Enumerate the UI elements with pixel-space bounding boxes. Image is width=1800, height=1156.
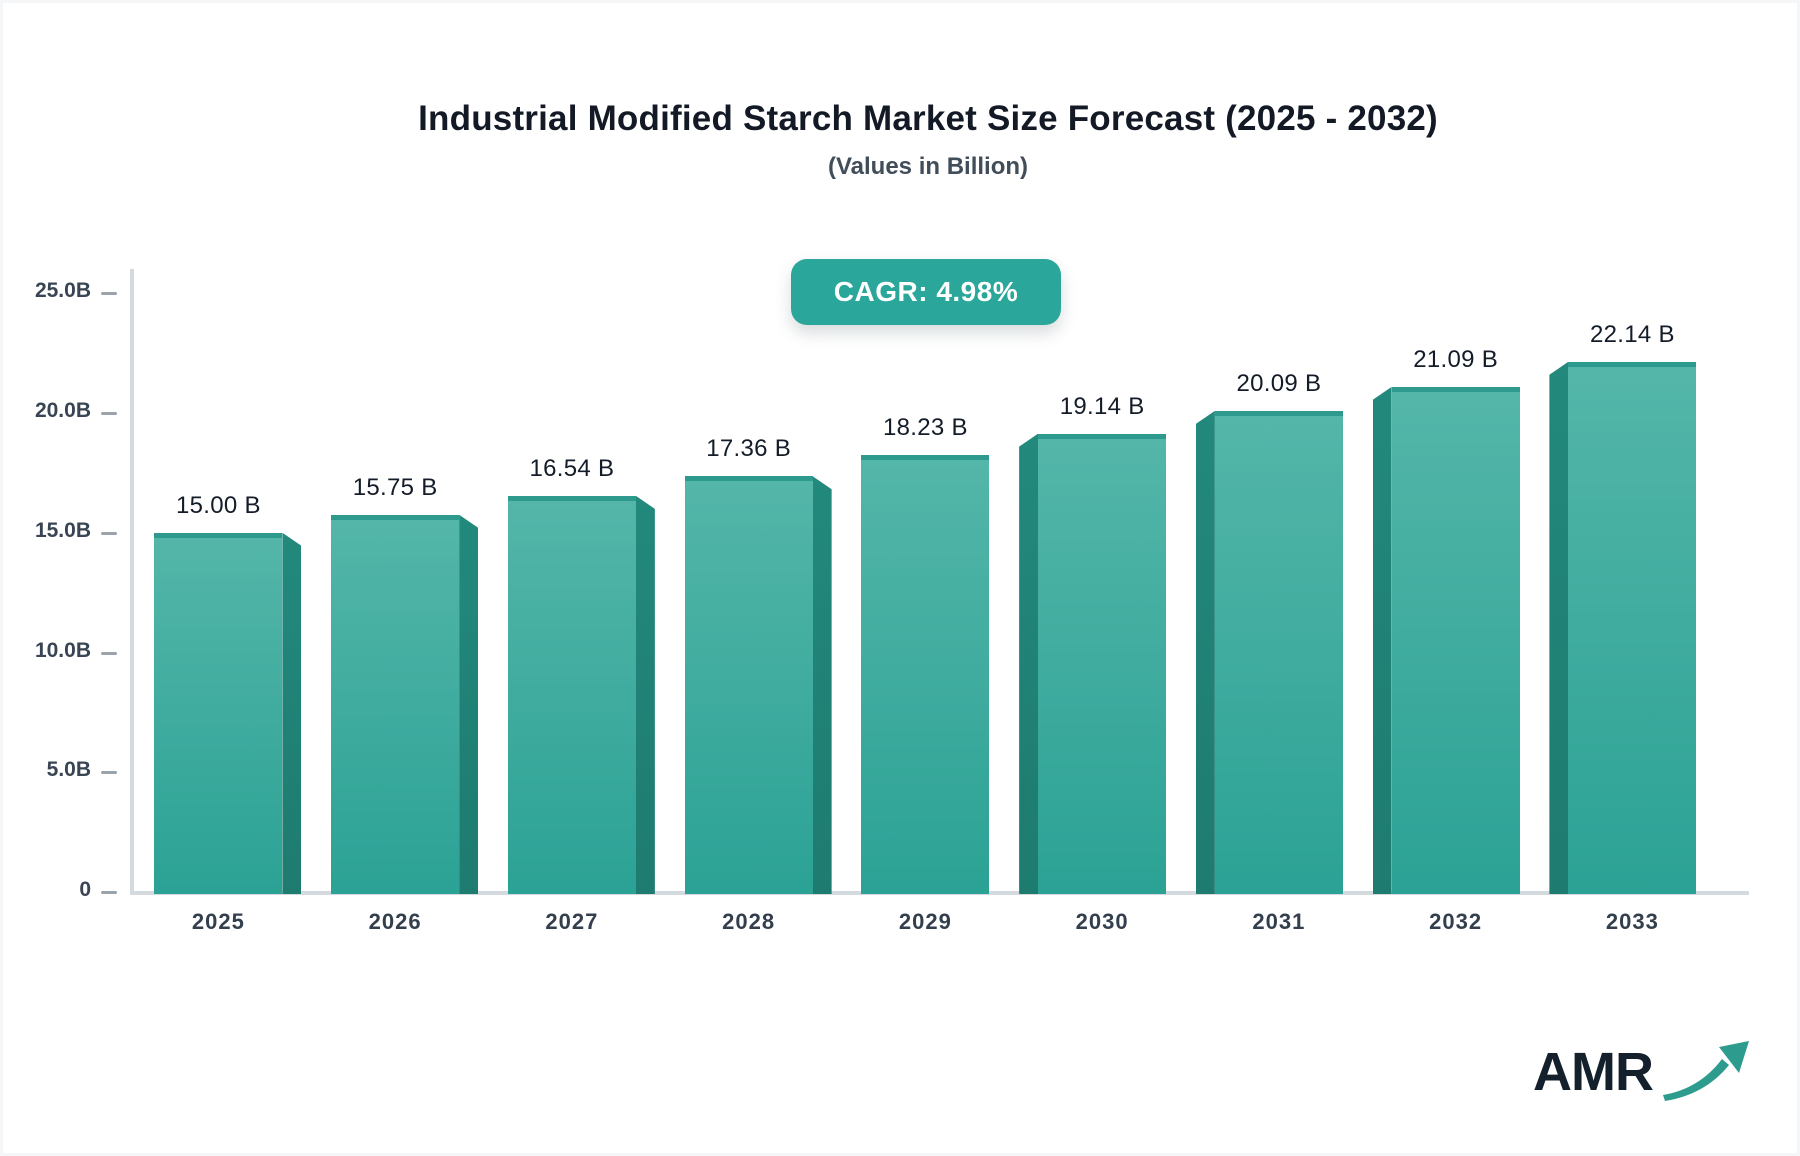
y-axis-tick-label: 5.0B (46, 758, 91, 782)
x-axis-category-label: 2028 (722, 909, 776, 934)
bar (1391, 386, 1520, 894)
bar-3d-side (1372, 386, 1392, 894)
bar-top-cap (861, 455, 990, 461)
cagr-badge: CAGR: 4.98% (791, 259, 1061, 325)
bar-top-cap (1038, 433, 1167, 439)
bar (154, 532, 283, 894)
bar-top-cap (154, 532, 283, 538)
y-axis-tick-label: 20.0B (34, 399, 91, 422)
growth-arrow-icon (1663, 1041, 1749, 1101)
bar-value-label: 21.09 B (1413, 345, 1499, 373)
y-axis-tick (101, 412, 117, 415)
y-axis-tick (101, 651, 117, 655)
bar (331, 514, 460, 894)
x-axis-category-label: 2031 (1252, 909, 1306, 934)
bar-top-cap (1214, 410, 1343, 416)
y-axis-tick (101, 292, 117, 296)
bar-value-label: 20.09 B (1236, 369, 1322, 397)
y-axis-tick (101, 531, 117, 535)
bar-3d-side (282, 532, 302, 894)
bar-top-cap (684, 476, 813, 482)
bar-chart-plot: 25.0B 20.0B 15.0B 10.0B 5.0B 0 15.00 B 2025 15.7… (3, 3, 1797, 1153)
y-axis-line (130, 269, 134, 894)
bar-3d-side (635, 495, 655, 894)
bar-3d-side (1195, 410, 1215, 894)
x-axis-category-label: 2027 (545, 909, 599, 934)
y-axis-tick-label: 25.0B (34, 279, 91, 303)
amr-logo-text: AMR (1533, 1042, 1654, 1102)
bar-3d-side (1549, 361, 1569, 894)
bar (684, 476, 813, 894)
y-axis-tick-label: 15.0B (34, 518, 91, 542)
bar-3d-side (1019, 433, 1039, 894)
bar-value-label: 18.23 B (882, 414, 968, 442)
chart-title: Industrial Modified Starch Market Size F… (418, 99, 1438, 138)
bar-value-label: 16.54 B (529, 454, 615, 482)
bar (507, 495, 636, 894)
bar (1214, 410, 1343, 894)
bar-top-cap (1568, 361, 1697, 367)
bar (861, 455, 990, 894)
chart-subtitle: (Values in Billion) (827, 153, 1029, 180)
x-axis-category-label: 2029 (898, 909, 952, 934)
x-axis-category-label: 2033 (1605, 909, 1659, 934)
y-axis-tick-label: 0 (79, 878, 91, 901)
y-axis-tick (101, 771, 117, 775)
bar-value-label: 15.00 B (175, 491, 261, 519)
bar (1568, 361, 1697, 894)
bar (1038, 433, 1167, 894)
bar-value-label: 17.36 B (706, 435, 792, 463)
amr-logo: AMR (1523, 1031, 1753, 1115)
chart-card: Industrial Modified Starch Market Size F… (3, 3, 1797, 1153)
bar-value-label: 15.75 B (352, 473, 438, 501)
x-axis-category-label: 2030 (1075, 909, 1129, 934)
bar-top-cap (331, 514, 460, 520)
x-axis-category-label: 2032 (1429, 909, 1483, 934)
y-axis-tick-label: 10.0B (34, 638, 91, 662)
bar-3d-side (812, 476, 832, 894)
bar-top-cap (507, 495, 636, 501)
bar-top-cap (1391, 386, 1520, 392)
x-axis-category-label: 2025 (191, 909, 245, 934)
bar-3d-side (459, 514, 479, 894)
bar-value-label: 22.14 B (1589, 320, 1675, 348)
x-axis-category-label: 2026 (368, 909, 422, 934)
cagr-badge-label: CAGR: 4.98% (833, 276, 1019, 307)
y-axis-tick (101, 891, 117, 894)
bar-value-label: 19.14 B (1059, 392, 1145, 420)
